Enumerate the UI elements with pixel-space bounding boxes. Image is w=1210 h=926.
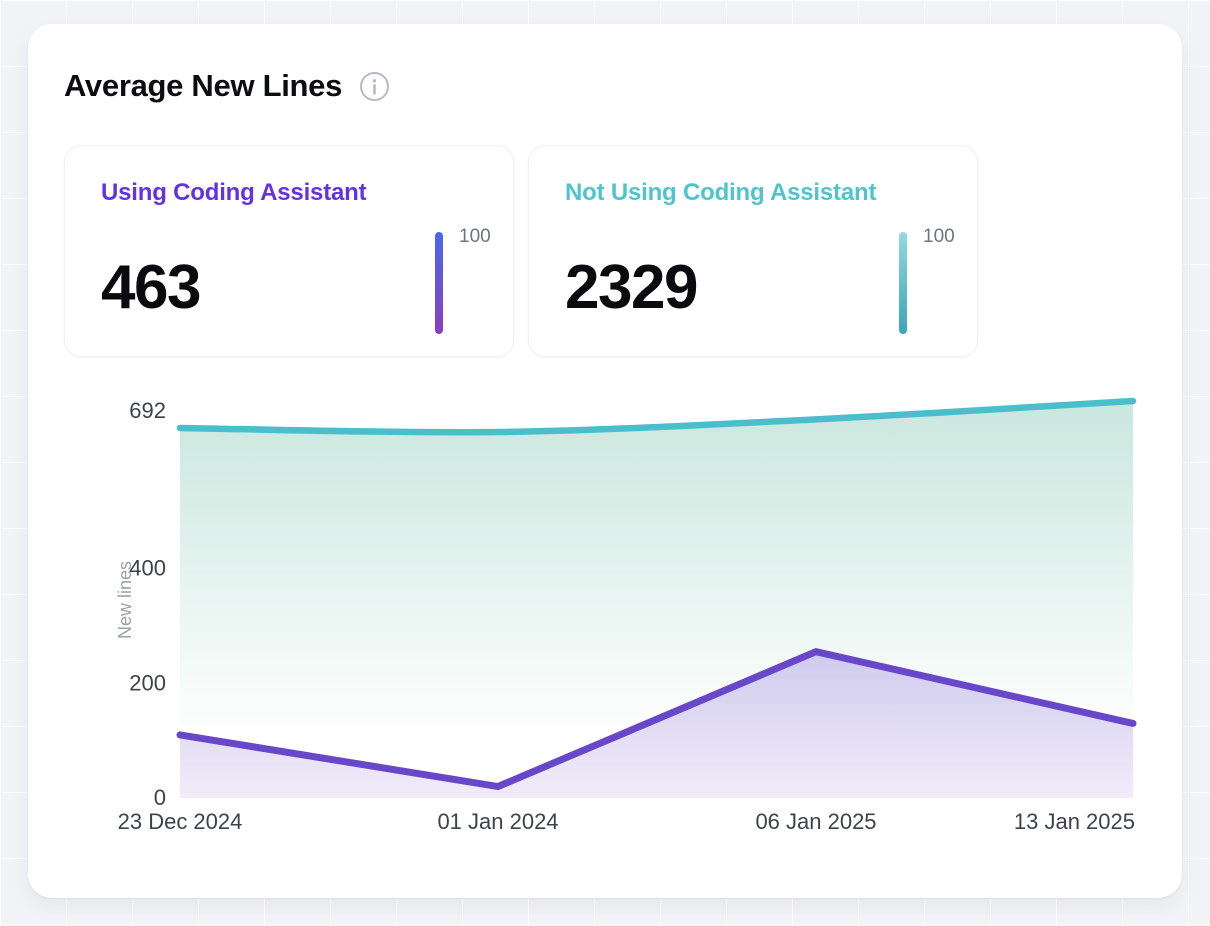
average-new-lines-card: Average New Lines Using Coding Assistant…: [28, 24, 1182, 898]
stat-scale: 100: [435, 226, 491, 334]
stat-cards-row: Using Coding Assistant 463 100 Not Using…: [64, 145, 978, 357]
stat-card-using-assistant: Using Coding Assistant 463 100: [64, 145, 514, 357]
stat-value: 2329: [565, 253, 698, 322]
card-header: Average New Lines: [64, 68, 390, 104]
x-tick: 23 Dec 2024: [118, 809, 243, 834]
series-line-using: [176, 648, 1137, 791]
gradient-bar: [899, 232, 907, 334]
info-icon[interactable]: [358, 70, 390, 102]
stat-value: 463: [101, 253, 201, 322]
scale-max-label: 100: [923, 226, 955, 247]
stat-label: Using Coding Assistant: [101, 179, 367, 206]
y-tick: 200: [129, 670, 166, 695]
y-tick: 400: [129, 556, 166, 581]
y-axis-title: New lines: [115, 561, 135, 639]
series-line-not-using: [176, 397, 1137, 436]
stat-scale: 100: [899, 226, 955, 334]
y-tick: 692: [129, 398, 166, 423]
x-tick: 13 Jan 2025: [1014, 809, 1135, 834]
y-tick: 0: [154, 785, 166, 810]
x-tick: 06 Jan 2025: [755, 809, 876, 834]
scale-max-label: 100: [459, 226, 491, 247]
gradient-bar: [435, 232, 443, 334]
stat-label: Not Using Coding Assistant: [565, 179, 877, 206]
page-title: Average New Lines: [64, 68, 343, 103]
series-area-using: [180, 651, 1133, 798]
stat-card-not-using-assistant: Not Using Coding Assistant 2329 100: [528, 145, 978, 357]
x-tick: 01 Jan 2024: [437, 809, 558, 834]
area-chart[interactable]: New lines 0 200 400 692 23 Dec 2024 01 J…: [28, 380, 1182, 850]
